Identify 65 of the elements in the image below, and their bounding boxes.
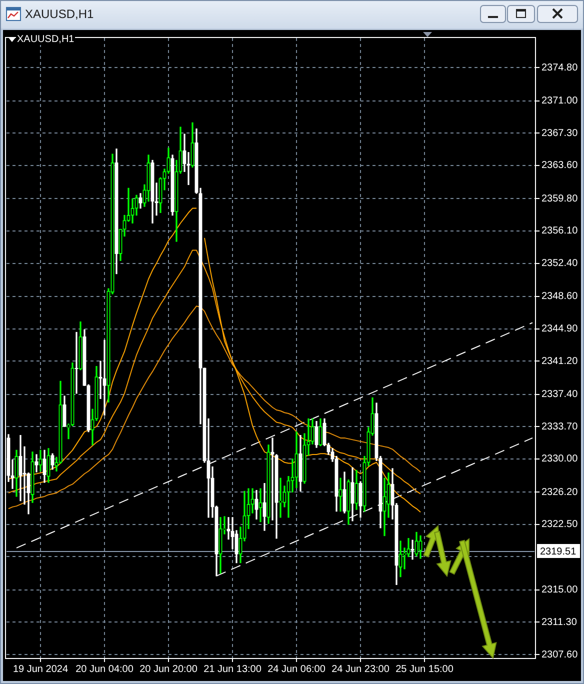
x-tick-label: 24 Jun 23:00 [332,664,390,675]
x-tick-label: 21 Jun 13:00 [204,664,262,675]
candlestick [338,478,342,512]
candlestick [314,421,318,448]
candlestick [42,450,46,483]
y-tick-label: 2311.30 [542,616,578,628]
y-tick-label: 2333.70 [542,421,578,432]
y-tick-label: 2337.40 [542,389,578,400]
y-tick-label: 2322.50 [542,519,578,530]
candlestick [114,148,118,274]
candlestick [30,452,34,503]
line-series [16,322,533,548]
candlestick [138,193,142,209]
y-tick-label: 2344.90 [542,324,578,335]
y-tick-label: 2330.00 [542,454,578,465]
y-tick-label: 2367.30 [542,128,578,139]
candlestick [414,532,418,556]
candlestick [190,122,194,168]
candlestick [170,154,174,216]
chart-title: XAUUSD,H1 [25,7,94,21]
y-tick-label: 2326.20 [542,486,578,498]
x-tick-label: 24 Jun 06:00 [268,664,326,675]
candlestick [354,470,358,510]
candlestick [398,540,402,578]
y-tick-label: 2363.60 [542,160,578,172]
candlestick [62,396,66,427]
candlestick [34,454,38,472]
y-tick-label: 2359.80 [542,193,578,204]
y-tick-label: 2307.60 [542,649,578,660]
y-tick-label: 2356.10 [542,226,578,237]
candlestick [358,481,362,518]
candlestick [18,434,22,502]
candlestick [318,418,322,446]
y-tick-label: 2371.00 [542,96,578,107]
candlestick [266,444,270,524]
x-tick-label: 25 Jun 15:00 [396,664,454,675]
y-tick-label: 2341.20 [542,356,578,367]
x-tick-label: 19 Jun 2024 [12,664,68,675]
candlestick [50,453,54,470]
candlestick [14,450,18,497]
x-tick-label: 20 Jun 20:00 [140,664,198,675]
candlestick [218,517,222,574]
candlestick [294,432,298,488]
candlestick [258,488,262,522]
candlestick [346,480,350,525]
candlestick [298,434,302,492]
candlestick [102,340,106,416]
candlestick [78,321,82,370]
candlestick [410,540,414,560]
candlestick [150,160,154,224]
candlestick [38,450,42,472]
chart-subtitle: XAUUSD,H1 [16,34,76,45]
y-tick-label: 2352.40 [542,258,578,270]
x-tick-label: 20 Jun 04:00 [76,664,134,675]
y-tick-label: 2315.00 [542,584,578,596]
y-tick-label: 2374.80 [542,62,578,74]
candlestick [74,332,78,394]
candlestick [418,535,422,559]
candlestick [342,472,346,514]
line-series [216,437,533,576]
candlestick [262,483,266,531]
candlestick [46,448,50,483]
y-tick-label: 2348.60 [542,291,578,302]
candlestick [278,478,282,518]
ref-line-label: 2319.51 [540,546,577,558]
